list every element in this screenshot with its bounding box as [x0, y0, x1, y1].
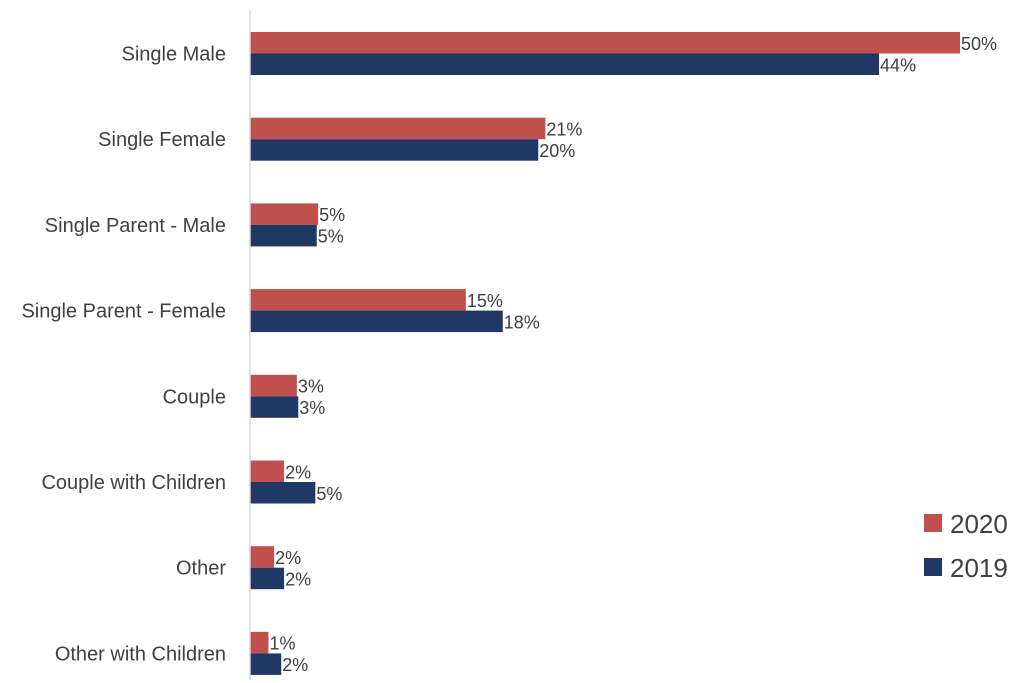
category-label-single-female: Single Female: [98, 129, 226, 151]
category-label-other-with-children: Other with Children: [55, 643, 226, 665]
bar-2020-other-with-children: [250, 631, 269, 654]
data-label-2020-couple: 3%: [298, 377, 324, 397]
category-labels: Single Male Single Female Single Parent - …: [21, 44, 226, 666]
category-label-single-male: Single Male: [121, 44, 226, 66]
bar-2020-couple-with-children: [250, 460, 285, 482]
data-label-2020-other-with-children: 1%: [269, 634, 295, 654]
data-label-2019-other-with-children: 2%: [282, 655, 308, 675]
bar-2020-single-female: [250, 117, 546, 140]
bar-2019-other: [250, 567, 285, 590]
bar-2019-couple: [250, 396, 299, 418]
bar-2019-other-with-children: [250, 653, 282, 675]
bar-2020-couple: [250, 374, 297, 397]
data-label-2020-single-female: 21%: [546, 119, 582, 139]
bar-2019-single-parent-female: [250, 310, 503, 333]
data-label-2020-other: 2%: [275, 548, 301, 568]
data-label-2019-single-parent-male: 5%: [318, 227, 344, 247]
data-label-2019-other: 2%: [285, 569, 311, 589]
legend-swatch-2020: [924, 514, 942, 532]
legend-label-2020: 2020: [950, 509, 1008, 539]
data-label-2020-single-male: 50%: [961, 34, 997, 54]
bar-2019-couple-with-children: [250, 482, 316, 504]
legend-swatch-2019: [924, 558, 942, 576]
bar-2020-single-parent-male: [250, 203, 319, 225]
legend-label-2019: 2019: [950, 553, 1008, 583]
data-label-2020-single-parent-male: 5%: [319, 205, 345, 225]
category-label-single-parent-male: Single Parent - Male: [45, 215, 226, 237]
data-label-2019-couple: 3%: [299, 398, 325, 418]
bar-2019-single-male: [250, 53, 880, 75]
data-labels: 50%44%21%20%5%5%15%18%3%3%2%5%2%2%1%2%: [269, 34, 997, 675]
data-label-2019-single-parent-female: 18%: [504, 312, 540, 332]
category-label-single-parent-female: Single Parent - Female: [21, 301, 226, 323]
bar-2019-single-female: [250, 139, 539, 161]
category-label-couple-with-children: Couple with Children: [41, 472, 226, 494]
bar-2019-single-parent-male: [250, 224, 317, 247]
bar-2020-single-male: [250, 32, 960, 54]
data-label-2020-couple-with-children: 2%: [285, 462, 311, 482]
data-label-2020-single-parent-female: 15%: [467, 291, 503, 311]
data-label-2019-single-male: 44%: [880, 55, 916, 75]
category-label-couple: Couple: [163, 386, 226, 408]
legend: 2020 2019: [924, 509, 1008, 583]
bar-2020-other: [250, 546, 275, 568]
category-label-other: Other: [176, 558, 226, 580]
data-label-2019-single-female: 20%: [539, 141, 575, 161]
data-label-2019-couple-with-children: 5%: [316, 484, 342, 504]
bars: [250, 32, 960, 675]
bar-2020-single-parent-female: [250, 289, 466, 311]
